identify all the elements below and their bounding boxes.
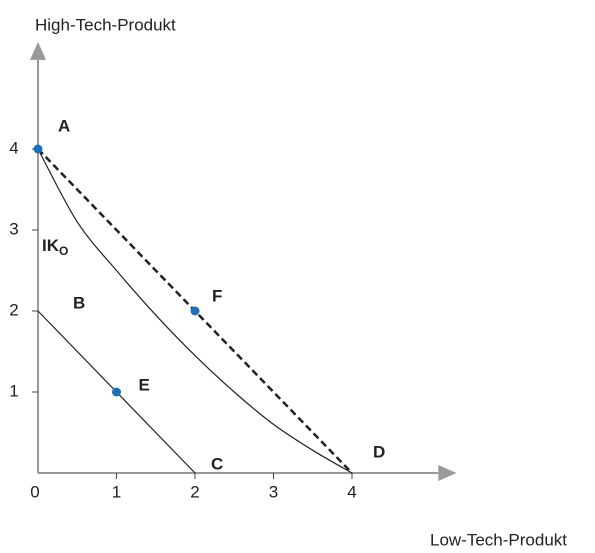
point bbox=[112, 387, 121, 397]
y-tick-label: 3 bbox=[9, 219, 18, 238]
x-tick-label: 3 bbox=[269, 482, 278, 501]
x-tick-label: 2 bbox=[190, 482, 199, 501]
point bbox=[190, 306, 200, 316]
y-tick-label: 2 bbox=[9, 300, 18, 319]
y-tick-label: 4 bbox=[9, 138, 18, 157]
curve-label-sub: O bbox=[59, 244, 68, 258]
point-label: C bbox=[211, 454, 223, 473]
y-axis-label: High-Tech-Produkt bbox=[35, 15, 176, 34]
x-tick-label: 1 bbox=[112, 482, 121, 501]
point-label: E bbox=[139, 375, 150, 394]
x-tick-label: 4 bbox=[347, 482, 356, 501]
curve-label-main: IK bbox=[42, 236, 60, 255]
curve bbox=[37, 148, 353, 474]
x-axis-label: Low-Tech-Produkt bbox=[430, 530, 567, 549]
point-label: B bbox=[73, 293, 85, 312]
point-label: D bbox=[373, 442, 385, 461]
point-label: F bbox=[212, 286, 222, 305]
x-arrow bbox=[438, 465, 457, 481]
point-label: A bbox=[58, 116, 70, 135]
y-arrow bbox=[30, 41, 46, 60]
x-tick-label: 0 bbox=[30, 482, 39, 501]
curve-label: IKO bbox=[42, 236, 68, 258]
point bbox=[33, 144, 43, 154]
y-tick-label: 1 bbox=[9, 381, 18, 400]
